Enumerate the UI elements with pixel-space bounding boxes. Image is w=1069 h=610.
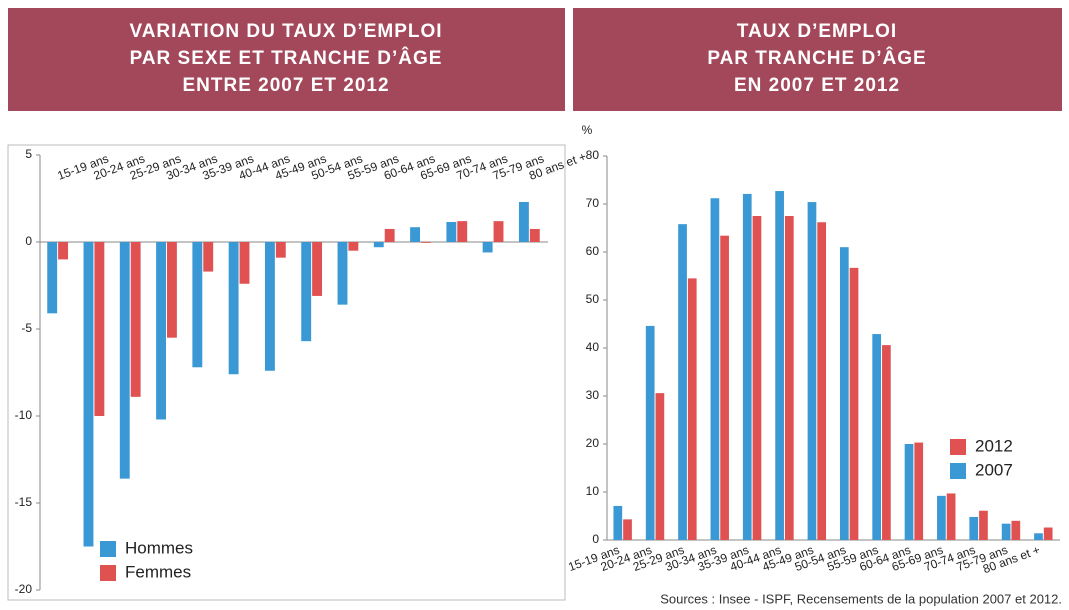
- bar: [839, 247, 849, 540]
- bar: [1011, 520, 1021, 540]
- bar: [373, 242, 384, 248]
- y-tick-label: 70: [586, 196, 600, 210]
- y-tick-label: -5: [21, 321, 32, 335]
- bar: [493, 221, 504, 242]
- bar: [623, 519, 632, 540]
- bar: [946, 493, 956, 540]
- bar: [969, 516, 979, 540]
- bar: [264, 242, 275, 371]
- bar: [312, 242, 323, 296]
- bar: [337, 242, 348, 305]
- bar: [203, 242, 214, 272]
- chart-title: TAUX D’EMPLOI: [737, 21, 897, 42]
- y-tick-label: 60: [586, 244, 600, 258]
- y-axis-label: %: [582, 123, 593, 137]
- bar: [529, 228, 540, 242]
- bar: [446, 221, 457, 242]
- bar: [83, 242, 94, 547]
- chart-title: PAR TRANCHE D’ÂGE: [707, 47, 926, 69]
- bar: [710, 198, 720, 541]
- bar: [720, 235, 729, 540]
- bar: [882, 345, 891, 540]
- bar: [1034, 533, 1043, 540]
- y-tick-label: 30: [586, 388, 600, 402]
- y-tick-label: 50: [586, 292, 600, 306]
- legend-swatch: [950, 439, 966, 455]
- bar: [156, 242, 166, 420]
- y-tick-label: 0: [25, 234, 32, 248]
- bar: [752, 216, 762, 540]
- bar: [784, 216, 794, 540]
- bar: [482, 242, 493, 253]
- bar: [348, 242, 359, 251]
- bar: [817, 222, 827, 541]
- bar: [518, 201, 529, 242]
- bar: [742, 193, 752, 541]
- bar: [457, 221, 468, 242]
- bar: [645, 325, 655, 540]
- bar: [872, 334, 882, 540]
- chart-title: PAR SEXE ET TRANCHE D’ÂGE: [130, 47, 443, 69]
- chart-title: EN 2007 ET 2012: [734, 75, 900, 96]
- legend-swatch: [100, 565, 116, 581]
- title-box: [8, 8, 565, 111]
- bar: [421, 242, 431, 243]
- bar: [410, 227, 420, 242]
- bar: [47, 242, 58, 314]
- bar: [687, 278, 697, 540]
- y-tick-label: 0: [592, 532, 599, 546]
- bar: [807, 202, 817, 540]
- bar: [167, 242, 177, 338]
- legend-label: Femmes: [125, 562, 191, 581]
- chart-title: VARIATION DU TAUX D’EMPLOI: [129, 21, 442, 42]
- title-box: [573, 8, 1062, 111]
- bar: [775, 191, 784, 541]
- y-tick-label: -10: [15, 408, 33, 422]
- y-tick-label: 40: [586, 340, 600, 354]
- y-tick-label: 5: [25, 147, 32, 161]
- bar: [275, 242, 286, 258]
- bar: [119, 242, 130, 479]
- legend-swatch: [100, 541, 116, 557]
- y-tick-label: -15: [15, 495, 33, 509]
- legend-label: Hommes: [125, 538, 193, 557]
- chart-title: ENTRE 2007 ET 2012: [182, 75, 389, 96]
- bar: [1043, 527, 1053, 540]
- y-tick-label: 10: [586, 484, 600, 498]
- y-tick-label: -20: [15, 582, 33, 596]
- plot-frame: [7, 144, 566, 601]
- bar: [613, 505, 623, 540]
- bar: [58, 242, 69, 260]
- bar: [301, 242, 312, 342]
- bar: [914, 442, 924, 540]
- bar: [655, 393, 665, 540]
- bar: [849, 267, 859, 540]
- y-tick-label: 80: [586, 148, 600, 162]
- bar: [904, 444, 914, 540]
- y-tick-label: 20: [586, 436, 600, 450]
- source: Sources : Insee - ISPF, Recensements de …: [660, 591, 1062, 606]
- bar: [979, 510, 988, 540]
- bar: [678, 224, 687, 540]
- legend-swatch: [950, 463, 966, 479]
- bar: [384, 228, 395, 242]
- bar: [1001, 523, 1011, 540]
- legend-label: 2007: [975, 460, 1013, 479]
- bar: [94, 242, 105, 416]
- bar: [130, 242, 141, 397]
- bar: [228, 242, 239, 375]
- legend-label: 2012: [975, 436, 1013, 455]
- bar: [937, 495, 946, 540]
- bar: [192, 242, 203, 368]
- bar: [239, 242, 250, 284]
